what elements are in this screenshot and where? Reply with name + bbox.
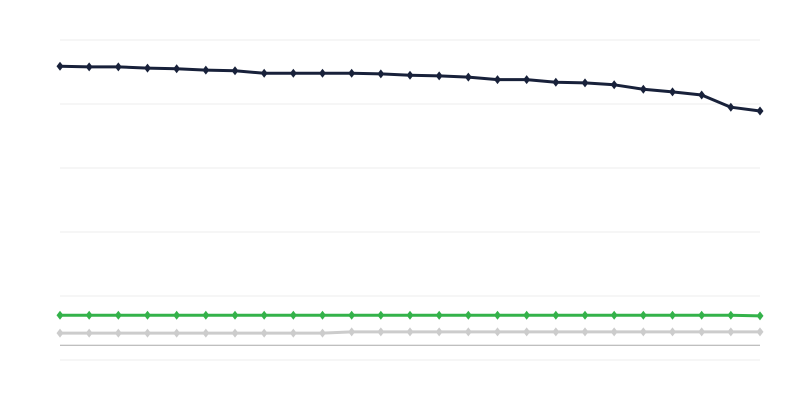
data-point bbox=[85, 328, 93, 338]
data-point bbox=[289, 310, 297, 320]
data-point bbox=[727, 310, 735, 320]
data-point bbox=[639, 310, 647, 320]
data-point bbox=[319, 68, 326, 78]
data-point bbox=[348, 310, 356, 320]
data-point bbox=[406, 327, 414, 337]
data-point bbox=[202, 310, 210, 320]
data-point bbox=[727, 102, 735, 112]
data-point bbox=[581, 327, 589, 337]
data-point bbox=[114, 310, 122, 320]
data-point bbox=[523, 75, 531, 85]
data-point bbox=[260, 68, 268, 78]
data-point bbox=[756, 327, 764, 337]
data-point bbox=[56, 61, 64, 71]
data-point bbox=[173, 64, 181, 74]
data-point bbox=[756, 311, 764, 321]
data-point bbox=[144, 310, 151, 320]
data-point bbox=[289, 328, 297, 338]
data-point bbox=[85, 62, 93, 72]
data-point bbox=[114, 62, 122, 72]
data-point bbox=[698, 90, 706, 100]
data-point bbox=[114, 328, 122, 338]
data-point bbox=[406, 70, 414, 80]
data-point bbox=[202, 65, 210, 75]
data-point bbox=[144, 328, 151, 338]
data-point bbox=[85, 310, 93, 320]
data-point bbox=[464, 72, 472, 82]
data-point bbox=[464, 310, 472, 320]
data-point bbox=[377, 310, 385, 320]
data-point bbox=[231, 66, 239, 76]
data-point bbox=[756, 106, 764, 116]
data-point bbox=[173, 328, 181, 338]
data-point bbox=[260, 310, 268, 320]
data-point bbox=[435, 71, 443, 81]
data-point bbox=[523, 310, 531, 320]
data-point bbox=[435, 310, 443, 320]
data-point bbox=[202, 328, 210, 338]
data-point bbox=[698, 310, 706, 320]
data-point bbox=[377, 69, 385, 79]
data-point bbox=[610, 80, 618, 90]
data-point bbox=[348, 68, 356, 78]
data-point bbox=[231, 328, 239, 338]
data-point bbox=[552, 327, 560, 337]
data-point bbox=[639, 84, 647, 94]
data-point bbox=[610, 327, 618, 337]
data-point bbox=[377, 327, 385, 337]
data-point bbox=[669, 327, 676, 337]
data-point bbox=[523, 327, 531, 337]
data-point bbox=[581, 78, 589, 88]
data-point bbox=[698, 327, 706, 337]
data-point bbox=[494, 327, 501, 337]
data-point bbox=[727, 327, 735, 337]
data-point bbox=[464, 327, 472, 337]
data-point bbox=[319, 310, 326, 320]
data-point bbox=[494, 310, 501, 320]
data-point bbox=[348, 327, 356, 337]
data-point bbox=[669, 87, 676, 97]
data-point bbox=[56, 310, 64, 320]
data-point bbox=[552, 310, 560, 320]
data-point bbox=[144, 63, 151, 73]
data-point bbox=[581, 310, 589, 320]
data-point bbox=[669, 310, 676, 320]
data-point bbox=[406, 310, 414, 320]
data-point bbox=[494, 75, 501, 85]
data-point bbox=[639, 327, 647, 337]
data-point bbox=[319, 328, 326, 338]
data-point bbox=[610, 310, 618, 320]
data-point bbox=[289, 68, 297, 78]
data-point bbox=[56, 328, 64, 338]
data-point bbox=[552, 77, 560, 87]
data-point bbox=[260, 328, 268, 338]
data-point bbox=[173, 310, 181, 320]
data-point bbox=[231, 310, 239, 320]
data-point bbox=[435, 327, 443, 337]
